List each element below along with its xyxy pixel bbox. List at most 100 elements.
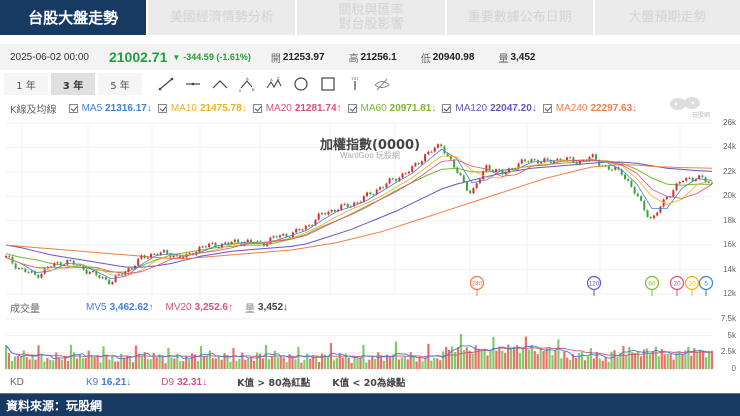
trend-arrow-icon: ↓ — [202, 376, 208, 388]
top-tab-bar: 台股大盤走勢 美國經濟情勢分析 關稅與匯率 對台股影響 重要數據公布日期 大盤預… — [0, 0, 740, 36]
tab-taiex-trend[interactable]: 台股大盤走勢 — [0, 0, 147, 35]
mv-name: MV20 — [165, 301, 192, 313]
tab-market-outlook[interactable]: 大盤預期走勢 — [594, 0, 740, 35]
trend-arrow-icon: ↓ — [241, 102, 247, 114]
range-5y-button[interactable]: 5 年 — [98, 73, 142, 95]
low-value: 20940.98 — [432, 51, 475, 63]
price-change: -344.59 (-1.61%) — [183, 52, 251, 62]
trend-arrow-icon: ↓ — [632, 102, 638, 114]
svg-text:C: C — [277, 76, 280, 81]
tab-label: 美國經濟情勢分析 — [169, 9, 274, 25]
kd-note-oversold: K值 < 20為綠點 — [332, 378, 406, 389]
ma-legend-title: K線及均線 — [10, 104, 57, 116]
price-chart[interactable]: 240 120 60 20 10 5 — [0, 118, 740, 298]
open-price: 開 21253.97 — [271, 50, 325, 65]
ma-value: 21281.74 — [294, 102, 337, 114]
tab-us-economy[interactable]: 美國經濟情勢分析 — [148, 0, 296, 35]
trend-arrow-icon: ↑ — [336, 102, 342, 114]
svg-text:60: 60 — [648, 281, 656, 288]
svg-text:TXT: TXT — [351, 76, 359, 81]
d-name: D9 — [161, 376, 175, 388]
checkbox[interactable] — [542, 103, 552, 113]
kd-legend: KD K9 16.21 ↓ D9 32.31 ↓ K值 > 80為紅點 K值 < 20為… — [0, 374, 740, 390]
trend-arrow-icon: ↑ — [228, 301, 233, 313]
hide-drawings-icon[interactable] — [371, 73, 393, 95]
trend-arrow-icon: ↓ — [431, 102, 437, 114]
ma-name: MA10 — [170, 102, 197, 114]
svg-text:10: 10 — [688, 281, 696, 288]
watermark-text: 玩股網 — [692, 111, 710, 119]
d9-legend: D9 32.31 ↓ — [161, 377, 207, 388]
high-price: 高 21256.1 — [349, 50, 397, 65]
ma5-toggle[interactable]: MA5 21316.17 ↓ — [68, 102, 152, 114]
tab-label: 台股大盤走勢 — [28, 8, 119, 27]
low-price: 低 20940.98 — [421, 50, 475, 65]
ma240-toggle[interactable]: MA240 22297.63 ↓ — [542, 102, 638, 114]
volume-chart[interactable] — [0, 316, 740, 372]
ma10-toggle[interactable]: MA10 21475.78 ↓ — [157, 102, 247, 114]
checkbox[interactable] — [252, 103, 262, 113]
wantgoo-logo: 玩股網 — [666, 95, 710, 119]
trend-arrow-icon: ↓ — [126, 376, 132, 388]
rectangle-icon[interactable] — [317, 73, 339, 95]
mv20-legend: MV20 3,252.6 ↑ — [166, 302, 234, 313]
svg-text:B: B — [252, 87, 255, 92]
svg-text:120: 120 — [589, 281, 600, 288]
svg-text:240: 240 — [472, 281, 483, 288]
checkbox[interactable] — [442, 103, 452, 113]
k9-legend: K9 16.21 ↓ — [86, 377, 131, 388]
quote-datetime: 2025-06-02 00:00 — [10, 51, 89, 63]
vol-legend: 量 3,452 ↓ — [245, 300, 288, 315]
tab-tariff-fx-impact[interactable]: 關稅與匯率 對台股影響 — [297, 0, 445, 35]
trend-arrow-icon: ↓ — [531, 102, 537, 114]
ma-value: 20971.81 — [389, 102, 432, 114]
volume-y-tick-label: 7.5k — [720, 314, 736, 323]
last-price: 21002.71 — [108, 49, 168, 65]
ma-marker-5: 5 — [698, 275, 714, 296]
checkbox[interactable] — [347, 103, 357, 113]
range-3y-button[interactable]: 3 年 — [51, 73, 95, 95]
angle-line-icon[interactable] — [209, 73, 231, 95]
trend-arrow-icon: ↓ — [146, 102, 152, 114]
svg-text:A: A — [246, 76, 249, 81]
ma-value: 22047.20 — [490, 102, 532, 114]
checkbox[interactable] — [157, 103, 167, 113]
ma120-toggle[interactable]: MA120 22047.20 ↓ — [442, 102, 537, 114]
ma-name: MA240 — [555, 102, 588, 114]
svg-text:A: A — [270, 77, 273, 82]
text-icon[interactable]: TXT — [344, 73, 366, 95]
vol-name: 量 — [245, 303, 255, 315]
d-value: 32.31 — [177, 376, 203, 388]
ma-name: MA60 — [360, 102, 387, 114]
circle-icon[interactable] — [290, 73, 312, 95]
volume-y-tick-label: 5k — [727, 330, 736, 340]
ma-marker-60: 60 — [644, 275, 660, 296]
y-tick-label: 14k — [723, 264, 736, 274]
tab-data-release-dates[interactable]: 重要數據公布日期 — [446, 0, 593, 35]
kd-note-overbought: K值 > 80為紅點 — [237, 378, 311, 389]
y-tick-label: 26k — [723, 118, 736, 127]
checkbox[interactable] — [68, 103, 78, 113]
trend-arrow-icon: ↑ — [148, 301, 154, 313]
down-triangle-icon: ▼ — [172, 52, 181, 62]
abc-pattern-icon[interactable]: A 0 B — [236, 73, 258, 95]
trend-line-icon[interactable] — [155, 73, 177, 95]
source-footer: 資料來源：玩股網 — [0, 393, 740, 416]
tab-label: 重要數據公布日期 — [467, 9, 572, 25]
range-1y-button[interactable]: 1 年 — [4, 73, 48, 95]
y-tick-label: 12k — [723, 289, 736, 298]
ma-legend: K線及均線 MA5 21316.17 ↓ MA10 21475.78 ↓ MA20 212… — [0, 98, 740, 118]
mv-value: 3,252.6 — [194, 301, 228, 313]
y-tick-label: 18k — [723, 215, 736, 225]
volume-y-tick-label: 2.5k — [720, 347, 736, 357]
y-tick-label: 16k — [723, 240, 736, 250]
ma-value: 21316.17 — [105, 102, 147, 114]
ma60-toggle[interactable]: MA60 20971.81 ↓ — [347, 102, 437, 114]
horizontal-line-icon[interactable] — [182, 73, 204, 95]
open-value: 21253.97 — [282, 51, 325, 63]
ma20-toggle[interactable]: MA20 21281.74 ↑ — [252, 102, 342, 114]
ma-value: 21475.78 — [199, 102, 242, 114]
low-label: 低 — [420, 53, 431, 65]
